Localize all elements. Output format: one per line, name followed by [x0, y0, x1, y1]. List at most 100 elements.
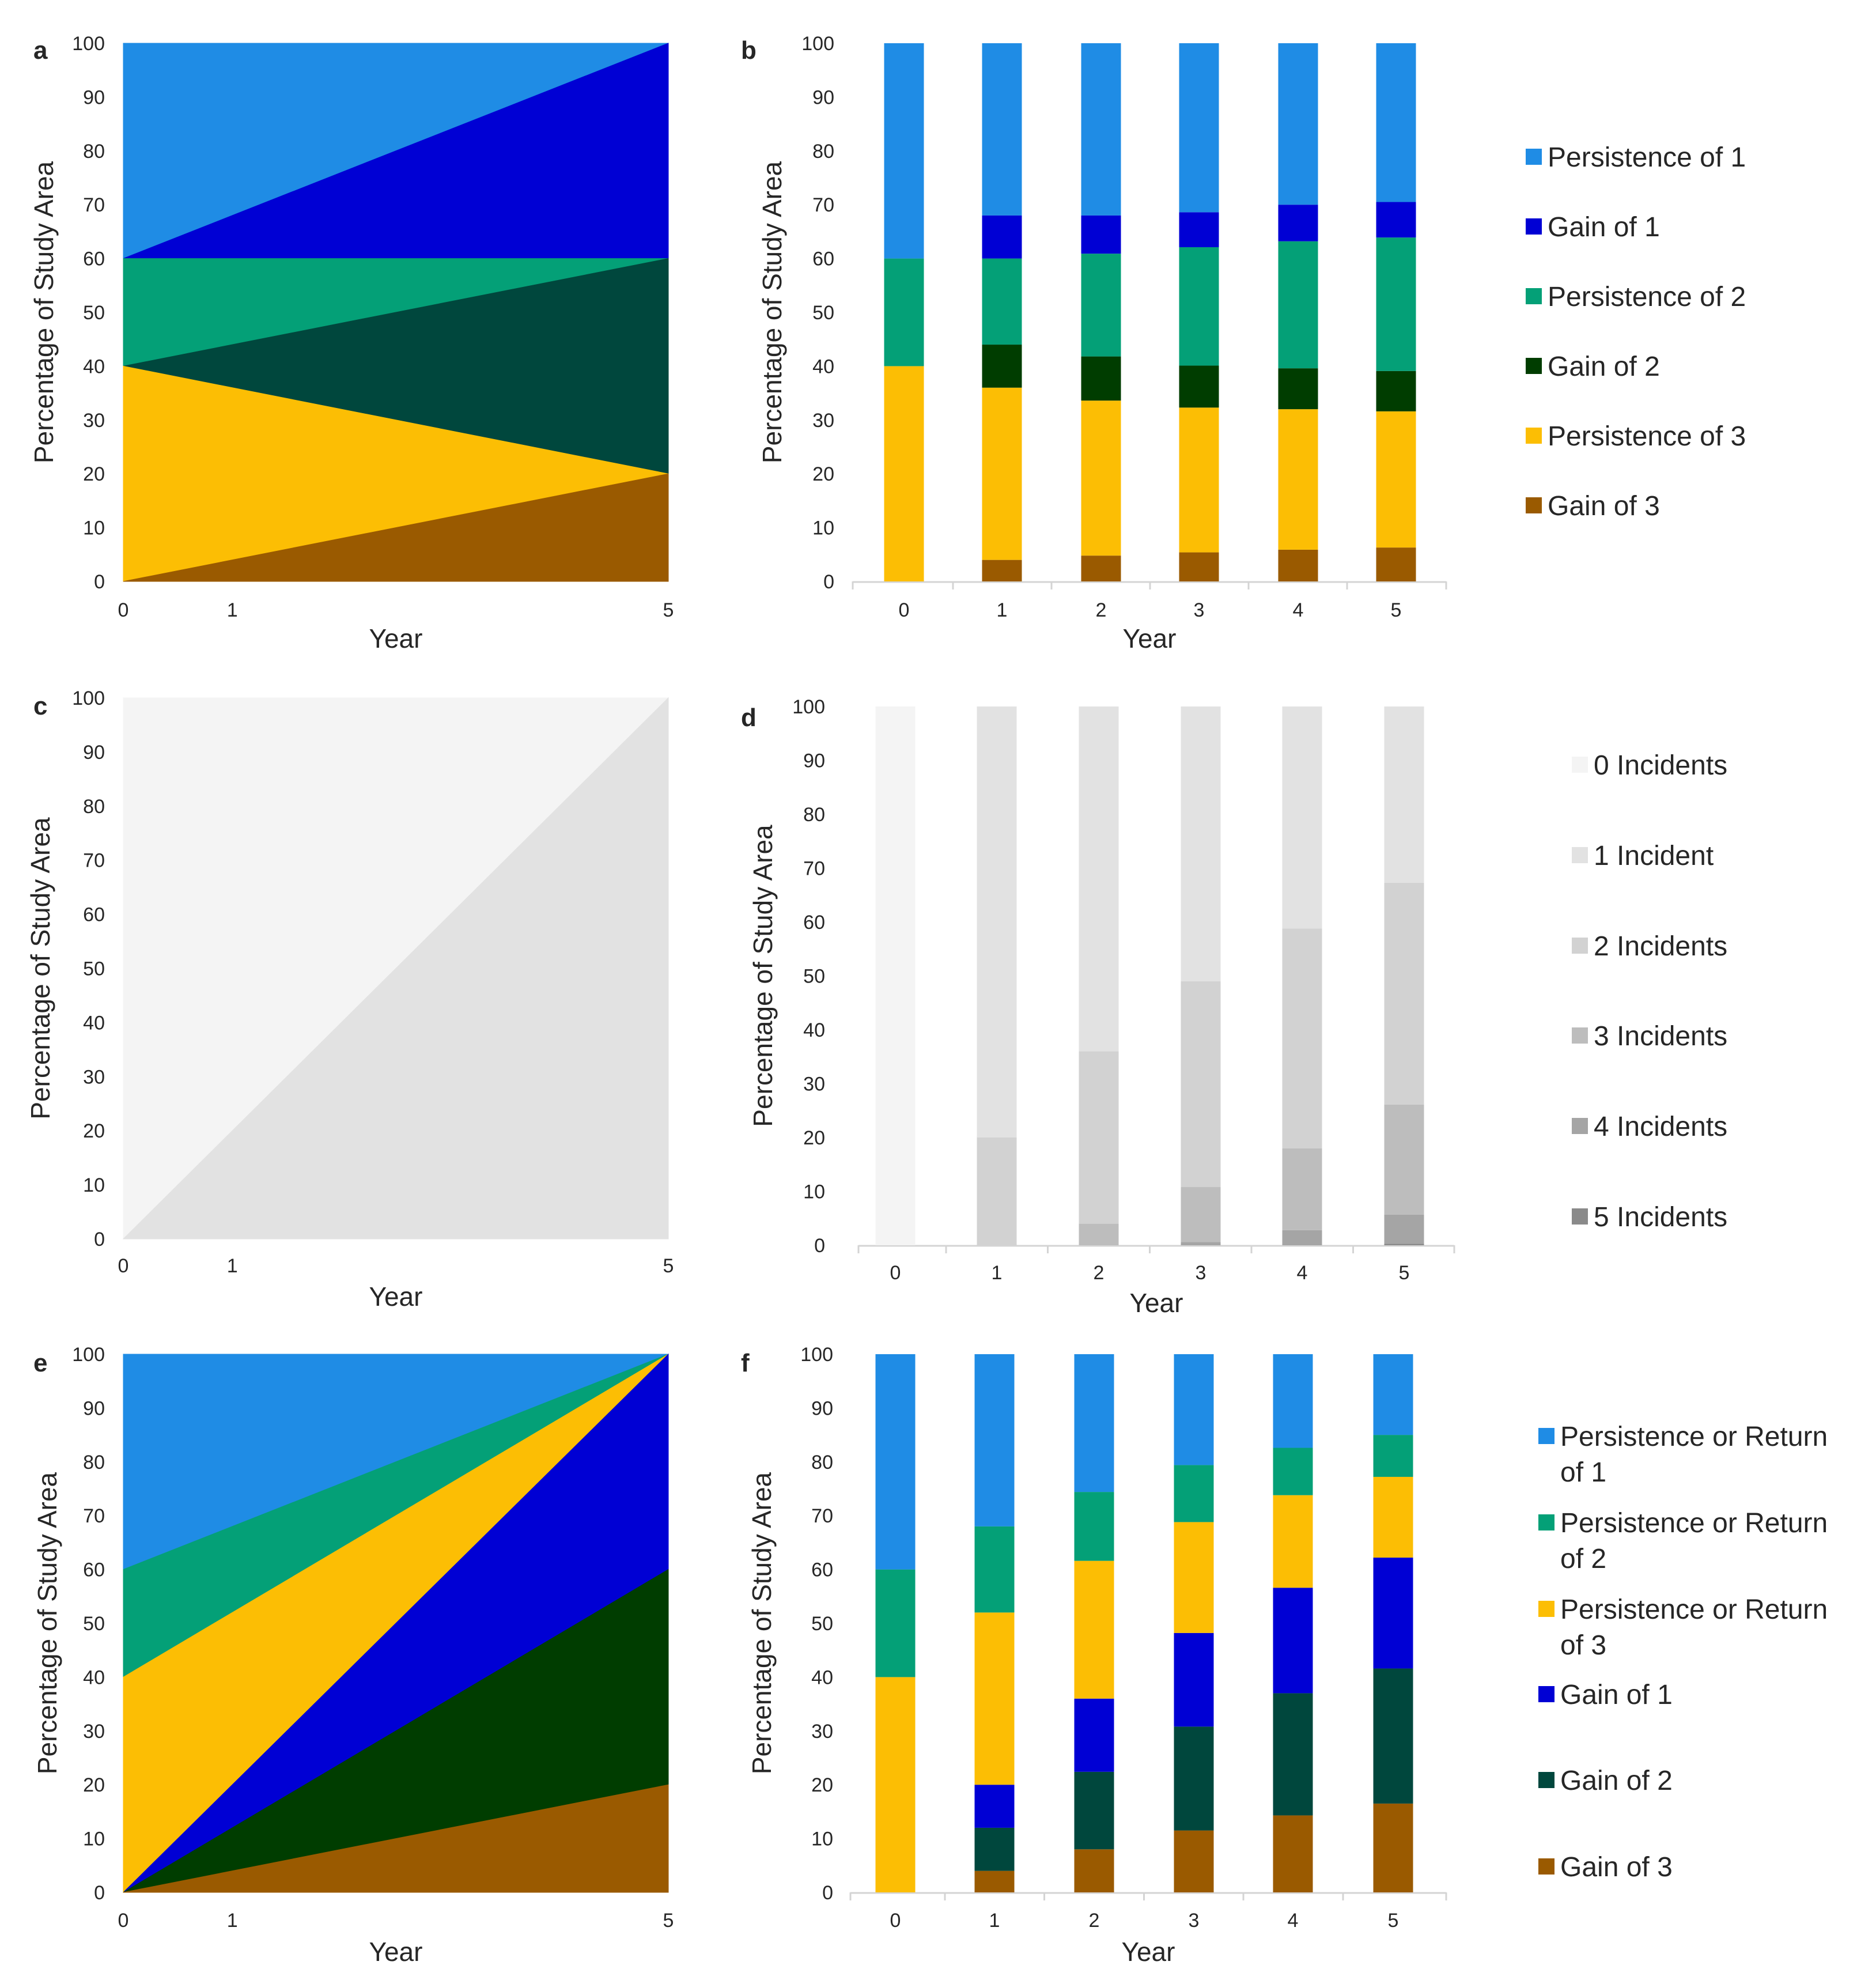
legend-item-2-incidents: 2 Incidents	[1572, 931, 1727, 962]
y-tick-label-60: 60	[83, 904, 105, 926]
y-tick-label-40: 40	[811, 1666, 833, 1688]
bar-gain-of-1-year-4	[1278, 205, 1318, 241]
legend-label: of 1	[1560, 1457, 1606, 1488]
bar-gain-of-2-year-4	[1278, 368, 1318, 410]
x-tick-label-0: 0	[118, 1255, 129, 1277]
legend-label: 1 Incident	[1594, 841, 1714, 871]
bar-gain-of-1-year-2	[1081, 215, 1121, 254]
bar-gain-of-3-year-5	[1376, 547, 1416, 581]
bar-gain-of-2-year-5	[1373, 1668, 1413, 1804]
y-tick-label-10: 10	[812, 517, 834, 539]
bar-gain-of-3-year-5	[1373, 1803, 1413, 1892]
bar-4-incidents-year-3	[1181, 1242, 1221, 1245]
bar-gain-of-2-year-5	[1376, 371, 1416, 411]
bar-persistence-or-return-of-3-year-1	[974, 1612, 1015, 1785]
y-tick-label-70: 70	[811, 1505, 833, 1527]
y-tick-label-90: 90	[83, 1397, 105, 1419]
y-tick-label-20: 20	[83, 463, 105, 485]
bar-gain-of-3-year-3	[1179, 552, 1219, 581]
x-tick-label-5: 5	[1391, 599, 1402, 621]
legend-label: Persistence of 1	[1548, 142, 1746, 173]
bar-persistence-of-1-year-0	[884, 43, 924, 259]
legend-item-gain-of-3: Gain of 3	[1526, 491, 1660, 521]
legend-label: Persistence or Return	[1560, 1422, 1828, 1452]
bar-persistence-or-return-of-3-year-0	[875, 1677, 916, 1892]
y-tick-label-50: 50	[83, 1613, 105, 1635]
legend-label: Persistence or Return	[1560, 1594, 1828, 1625]
y-tick-label-80: 80	[83, 1452, 105, 1473]
x-tick-label-3: 3	[1196, 1262, 1206, 1284]
bar-persistence-of-3-year-4	[1278, 409, 1318, 550]
legend-item-5-incidents: 5 Incidents	[1572, 1202, 1727, 1233]
panel-letter-f: f	[741, 1349, 750, 1377]
bar-persistence-of-3-year-5	[1376, 411, 1416, 548]
y-tick-label-90: 90	[803, 750, 825, 772]
y-tick-label-30: 30	[83, 410, 105, 432]
panel-letter-d: d	[741, 704, 757, 732]
x-axis-title: Year	[369, 1282, 423, 1312]
x-tick-label-5: 5	[1399, 1262, 1410, 1284]
y-tick-label-20: 20	[83, 1120, 105, 1142]
y-tick-label-50: 50	[803, 966, 825, 988]
bar-persistence-or-return-of-1-year-1	[974, 1354, 1015, 1526]
bar-persistence-of-2-year-2	[1081, 254, 1121, 357]
y-tick-label-10: 10	[83, 1174, 105, 1196]
x-tick-label-2: 2	[1096, 599, 1107, 621]
legend-swatch	[1538, 1686, 1554, 1702]
x-tick-label-2: 2	[1089, 1910, 1100, 1932]
bar-persistence-or-return-of-1-year-4	[1273, 1354, 1313, 1448]
y-tick-label-30: 30	[83, 1066, 105, 1088]
legend-item-persistence-or-return-of-3: Persistence or Return of 3	[1538, 1594, 1828, 1661]
bar-gain-of-3-year-3	[1174, 1830, 1214, 1892]
legend-swatch	[1538, 1514, 1554, 1530]
x-axis-title: Year	[369, 1937, 423, 1967]
legend-label: of 3	[1560, 1630, 1606, 1661]
panel-letter-a: a	[33, 36, 48, 65]
x-tick-label-5: 5	[663, 1255, 674, 1277]
y-tick-label-90: 90	[811, 1397, 833, 1419]
y-tick-label-20: 20	[811, 1774, 833, 1796]
y-tick-label-60: 60	[83, 248, 105, 270]
bar-1-incident-year-2	[1079, 706, 1119, 1052]
bar-1-incident-year-1	[977, 706, 1017, 1138]
y-tick-label-60: 60	[83, 1559, 105, 1581]
bar-3-incidents-year-5	[1384, 1104, 1424, 1215]
area-gain-of-3	[123, 1784, 669, 1893]
y-tick-label-80: 80	[83, 796, 105, 818]
bar-3-incidents-year-4	[1282, 1148, 1322, 1230]
area-gain-of-3	[123, 473, 669, 582]
legend-swatch	[1572, 1118, 1588, 1134]
bar-persistence-or-return-of-2-year-1	[974, 1526, 1015, 1613]
legend-swatch	[1526, 428, 1542, 444]
bar-persistence-or-return-of-1-year-2	[1074, 1354, 1114, 1492]
y-tick-label-70: 70	[812, 194, 834, 216]
legend-label: Gain of 2	[1560, 1766, 1673, 1796]
bar-persistence-of-1-year-5	[1376, 43, 1416, 202]
legend-label: 2 Incidents	[1594, 931, 1727, 962]
bar-persistence-of-1-year-4	[1278, 43, 1318, 205]
y-axis-title: Percentage of Study Area	[748, 825, 778, 1127]
legend-label: Persistence of 3	[1548, 421, 1746, 452]
legend-label: 0 Incidents	[1594, 750, 1727, 781]
bar-0-incidents-year-0	[875, 706, 916, 1245]
x-tick-label-2: 2	[1094, 1262, 1105, 1284]
y-tick-label-20: 20	[83, 1774, 105, 1796]
y-tick-label-0: 0	[814, 1235, 825, 1257]
legend-d: 0 Incidents 1 Incident 2 Incidents 3 Incide…	[1572, 750, 1727, 1233]
legend-b: Persistence of 1 Gain of 1 Persistence of …	[1526, 142, 1746, 521]
bar-persistence-or-return-of-3-year-2	[1074, 1560, 1114, 1699]
y-tick-label-100: 100	[72, 33, 105, 55]
x-axis-title: Year	[1122, 1937, 1175, 1967]
area-1-incident	[122, 697, 669, 1239]
y-tick-label-40: 40	[812, 356, 834, 377]
x-tick-label-0: 0	[899, 599, 910, 621]
legend-label: Persistence of 2	[1548, 282, 1746, 312]
x-tick-label-0: 0	[890, 1910, 901, 1932]
legend-label: 4 Incidents	[1594, 1112, 1727, 1142]
bar-2-incidents-year-5	[1384, 882, 1424, 1105]
